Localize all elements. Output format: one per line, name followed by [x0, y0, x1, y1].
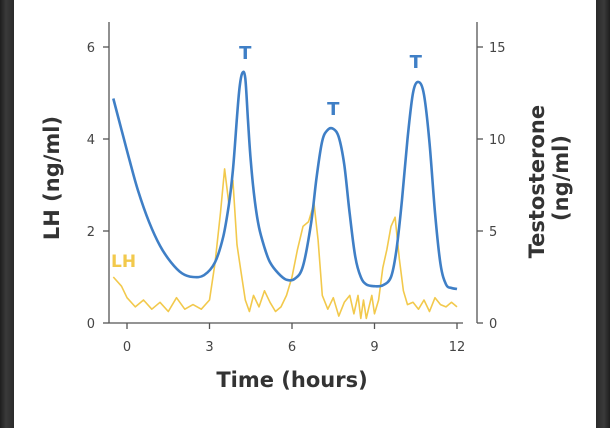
left-y-ticks: 0 2 4 6	[87, 41, 109, 332]
right-tick-label: 10	[489, 133, 506, 148]
peak-label-t: T	[327, 99, 340, 120]
lh-series-line	[112, 168, 458, 320]
x-tick-label: 3	[205, 340, 213, 355]
x-axis-title: Time (hours)	[216, 368, 367, 392]
testosterone-series-line	[112, 70, 458, 291]
left-tick-label: 6	[87, 41, 95, 56]
right-y-axis-title-line2: (ng/ml)	[549, 135, 573, 221]
left-y-axis-title: LH (ng/ml)	[40, 116, 64, 240]
right-y-axis-title: Testosterone (ng/ml)	[525, 98, 573, 259]
left-tick-label: 4	[87, 133, 95, 148]
right-y-axis-title-line1: Testosterone	[525, 105, 549, 259]
chart-panel	[14, 0, 596, 428]
x-tick-label: 6	[288, 340, 296, 355]
right-y-ticks: 0 5 10 15	[477, 41, 506, 332]
lh-series-label: LH	[111, 252, 136, 272]
right-tick-label: 0	[489, 317, 497, 332]
peak-labels: T T T	[239, 43, 423, 120]
x-tick-label: 9	[370, 340, 378, 355]
peak-label-t: T	[239, 43, 252, 64]
x-tick-label: 0	[123, 340, 131, 355]
left-tick-label: 0	[87, 317, 95, 332]
x-tick-label: 12	[449, 340, 466, 355]
right-tick-label: 15	[489, 41, 506, 56]
peak-label-t: T	[410, 52, 423, 73]
x-ticks: 0 3 6 9 12	[123, 323, 465, 355]
left-tick-label: 2	[87, 225, 95, 240]
right-tick-label: 5	[489, 225, 497, 240]
